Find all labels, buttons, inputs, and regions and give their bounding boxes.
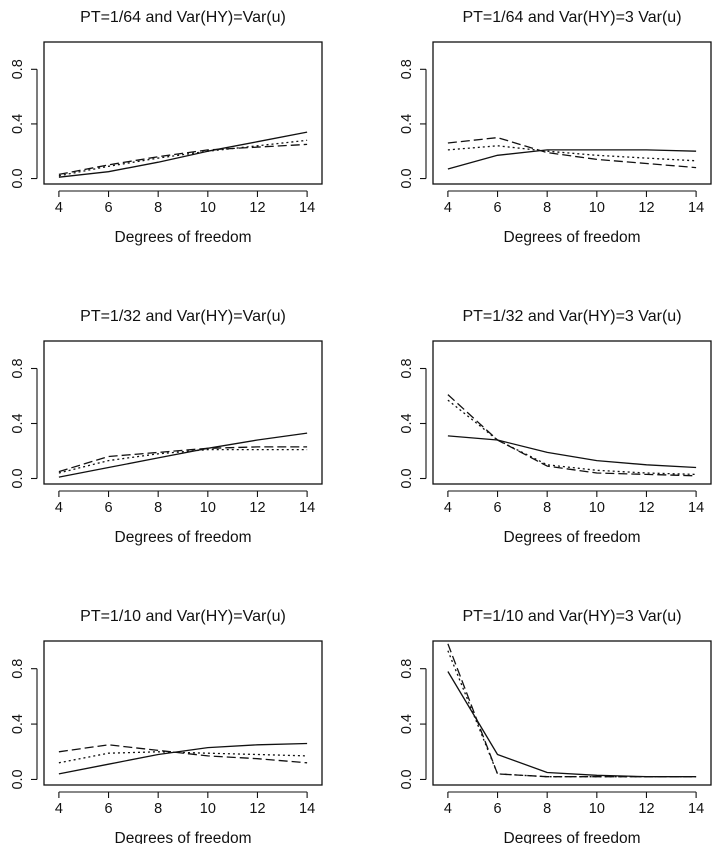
- chart-panel-1: PT=1/64 and Var(HY)=Var(u) 4 6 8 10 12 14 Degre…: [10, 9, 323, 246]
- y-tick-label: 0.0: [399, 168, 415, 188]
- x-tick-label: 14: [299, 801, 315, 817]
- x-tick-label: 6: [104, 200, 112, 216]
- y-tick-label: 0.4: [399, 714, 415, 734]
- series-line-dashed: [58, 143, 308, 176]
- x-tick-label: 6: [493, 801, 501, 817]
- x-tick-label: 4: [55, 500, 63, 516]
- x-tick-label: 4: [55, 801, 63, 817]
- x-axis-label: Degrees of freedom: [504, 830, 641, 844]
- x-tick-label: 4: [444, 801, 452, 817]
- x-tick-label: 6: [104, 801, 112, 817]
- y-tick-label: 0.0: [10, 168, 26, 188]
- x-tick-label: 6: [493, 200, 501, 216]
- y-tick-label: 0.4: [10, 114, 26, 134]
- series-line-dotted: [58, 448, 308, 474]
- y-tick-label: 0.8: [399, 659, 415, 679]
- x-tick-label: 6: [493, 500, 501, 516]
- x-tick-label: 8: [543, 200, 551, 216]
- x-tick-label: 10: [200, 801, 216, 817]
- series-line-dotted: [447, 650, 697, 778]
- x-tick-label: 14: [299, 200, 315, 216]
- plot-frame: [432, 640, 712, 786]
- series-line-solid: [58, 131, 308, 178]
- x-axis-label: Degrees of freedom: [115, 830, 252, 844]
- y-tick-label: 0.8: [10, 59, 26, 79]
- x-axis-label: Degrees of freedom: [504, 529, 641, 546]
- chart-panel-5: PT=1/10 and Var(HY)=Var(u) 4 6 8 10 12 14 Degre…: [10, 608, 323, 844]
- x-tick-label: 10: [589, 801, 605, 817]
- y-tick-label: 0.4: [399, 114, 415, 134]
- chart-panel-3: PT=1/32 and Var(HY)=Var(u) 4 6 8 10 12 14 Degre…: [10, 308, 323, 546]
- x-axis-label: Degrees of freedom: [504, 229, 641, 246]
- y-tick-label: 0.4: [10, 413, 26, 433]
- series-line-dashed: [58, 446, 308, 473]
- chart-title: PT=1/64 and Var(HY)=Var(u): [80, 9, 286, 26]
- series-line-dashed: [447, 394, 697, 477]
- y-tick-label: 0.8: [10, 358, 26, 378]
- chart-title: PT=1/10 and Var(HY)=Var(u): [80, 608, 286, 625]
- x-tick-label: 12: [249, 500, 265, 516]
- x-tick-label: 10: [589, 200, 605, 216]
- chart-title: PT=1/64 and Var(HY)=3 Var(u): [462, 9, 681, 26]
- y-tick-label: 0.0: [10, 769, 26, 789]
- series-line-dotted: [447, 399, 697, 476]
- plot-frame: [43, 340, 323, 485]
- series-line-dotted: [58, 139, 308, 177]
- chart-panel-6: PT=1/10 and Var(HY)=3 Var(u) 4 6 8 10 12 14 Deg…: [399, 608, 712, 844]
- chart-panel-2: PT=1/64 and Var(HY)=3 Var(u) 4 6 8 10 12 14 Deg…: [399, 9, 712, 246]
- x-tick-label: 4: [444, 200, 452, 216]
- series-line-dashed: [447, 643, 697, 778]
- x-tick-label: 8: [154, 801, 162, 817]
- plot-frame: [43, 640, 323, 786]
- x-tick-label: 4: [444, 500, 452, 516]
- x-tick-label: 10: [200, 200, 216, 216]
- chart-panel-4: PT=1/32 and Var(HY)=3 Var(u) 4 6 8 10 12 14 Deg…: [399, 308, 712, 546]
- y-tick-label: 0.0: [10, 468, 26, 488]
- chart-title: PT=1/32 and Var(HY)=Var(u): [80, 308, 286, 325]
- x-tick-label: 8: [154, 200, 162, 216]
- x-tick-label: 4: [55, 200, 63, 216]
- x-tick-label: 12: [249, 801, 265, 817]
- plot-frame: [43, 41, 323, 185]
- series-line-solid: [447, 435, 697, 469]
- y-tick-label: 0.8: [10, 659, 26, 679]
- series-line-solid: [447, 671, 697, 778]
- series-line-dashed: [447, 136, 697, 169]
- series-line-solid: [447, 149, 697, 170]
- series-line-solid: [58, 432, 308, 478]
- chart-title: PT=1/32 and Var(HY)=3 Var(u): [462, 308, 681, 325]
- plot-frame: [432, 340, 712, 485]
- x-tick-label: 14: [688, 500, 704, 516]
- y-tick-label: 0.0: [399, 468, 415, 488]
- series-line-dotted: [447, 145, 697, 162]
- x-tick-label: 8: [154, 500, 162, 516]
- x-tick-label: 12: [638, 200, 654, 216]
- x-tick-label: 14: [688, 801, 704, 817]
- x-tick-label: 12: [638, 500, 654, 516]
- y-tick-label: 0.4: [399, 413, 415, 433]
- x-axis-label: Degrees of freedom: [115, 229, 252, 246]
- x-tick-label: 8: [543, 500, 551, 516]
- x-tick-label: 10: [589, 500, 605, 516]
- plot-frame: [432, 41, 712, 185]
- x-tick-label: 6: [104, 500, 112, 516]
- y-tick-label: 0.8: [399, 358, 415, 378]
- x-tick-label: 14: [688, 200, 704, 216]
- y-tick-label: 0.0: [399, 769, 415, 789]
- x-axis-label: Degrees of freedom: [115, 529, 252, 546]
- x-tick-label: 12: [249, 200, 265, 216]
- x-tick-label: 14: [299, 500, 315, 516]
- series-line-solid: [58, 742, 308, 775]
- chart-title: PT=1/10 and Var(HY)=3 Var(u): [462, 608, 681, 625]
- y-tick-label: 0.8: [399, 59, 415, 79]
- x-tick-label: 8: [543, 801, 551, 817]
- x-tick-label: 10: [200, 500, 216, 516]
- series-line-dashed: [58, 744, 308, 764]
- y-tick-label: 0.4: [10, 714, 26, 734]
- x-tick-label: 12: [638, 801, 654, 817]
